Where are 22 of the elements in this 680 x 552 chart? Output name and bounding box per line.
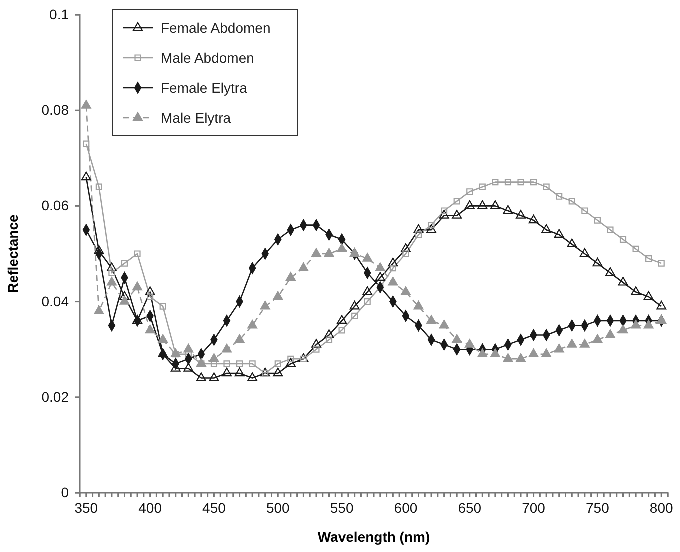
y-tick-label: 0.08 bbox=[42, 102, 70, 118]
x-tick-label: 700 bbox=[522, 500, 546, 516]
y-tick-label: 0.04 bbox=[42, 293, 70, 310]
x-tick-label: 350 bbox=[74, 500, 98, 516]
x-tick-label: 800 bbox=[650, 500, 674, 516]
legend-label: Female Elytra bbox=[161, 80, 248, 96]
x-tick-label: 600 bbox=[394, 500, 418, 516]
y-tick-label: 0 bbox=[61, 484, 70, 500]
x-tick-label: 650 bbox=[458, 500, 482, 516]
legend-label: Female Abdomen bbox=[161, 20, 271, 36]
y-tick-label: 0.06 bbox=[42, 198, 70, 214]
x-tick-label: 550 bbox=[330, 500, 354, 516]
x-tick-label: 400 bbox=[138, 500, 162, 516]
legend-label: Male Elytra bbox=[161, 110, 232, 126]
y-tick-label: 0.1 bbox=[50, 6, 70, 22]
x-tick-label: 450 bbox=[202, 500, 226, 516]
legend-label: Male Abdomen bbox=[161, 50, 254, 66]
x-tick-label: 750 bbox=[586, 500, 610, 516]
x-tick-label: 500 bbox=[266, 500, 290, 516]
y-tick-label: 0.02 bbox=[42, 388, 70, 405]
x-axis-title: Wavelength (nm) bbox=[318, 529, 430, 545]
y-axis-title: Reflectance bbox=[5, 214, 21, 294]
